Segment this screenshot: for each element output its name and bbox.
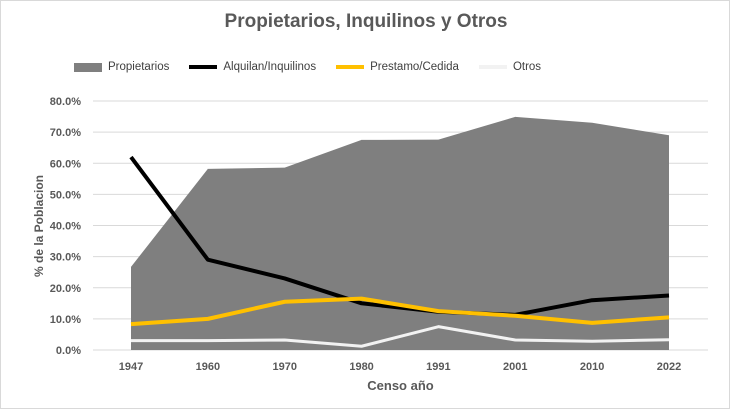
- x-axis-title: Censo año: [367, 378, 434, 393]
- x-tick-label: 1960: [196, 361, 220, 373]
- x-tick-label: 2001: [503, 361, 527, 373]
- x-tick-label: 1991: [426, 361, 450, 373]
- y-tick-label: 60.0%: [50, 158, 81, 170]
- y-tick-label: 0.0%: [56, 345, 81, 357]
- y-axis-title: % de la Poblacion: [32, 175, 46, 277]
- x-tick-label: 2010: [580, 361, 604, 373]
- y-tick-label: 80.0%: [50, 96, 81, 108]
- area-propietarios: [131, 117, 669, 350]
- y-tick-label: 30.0%: [50, 252, 81, 264]
- x-tick-label: 1980: [349, 361, 373, 373]
- x-tick-label: 1947: [119, 361, 143, 373]
- x-tick-label: 2022: [657, 361, 681, 373]
- y-tick-label: 40.0%: [50, 221, 81, 233]
- y-tick-label: 20.0%: [50, 283, 81, 295]
- y-tick-label: 10.0%: [50, 314, 81, 326]
- y-tick-label: 50.0%: [50, 189, 81, 201]
- y-tick-label: 70.0%: [50, 127, 81, 139]
- x-tick-label: 1970: [272, 361, 296, 373]
